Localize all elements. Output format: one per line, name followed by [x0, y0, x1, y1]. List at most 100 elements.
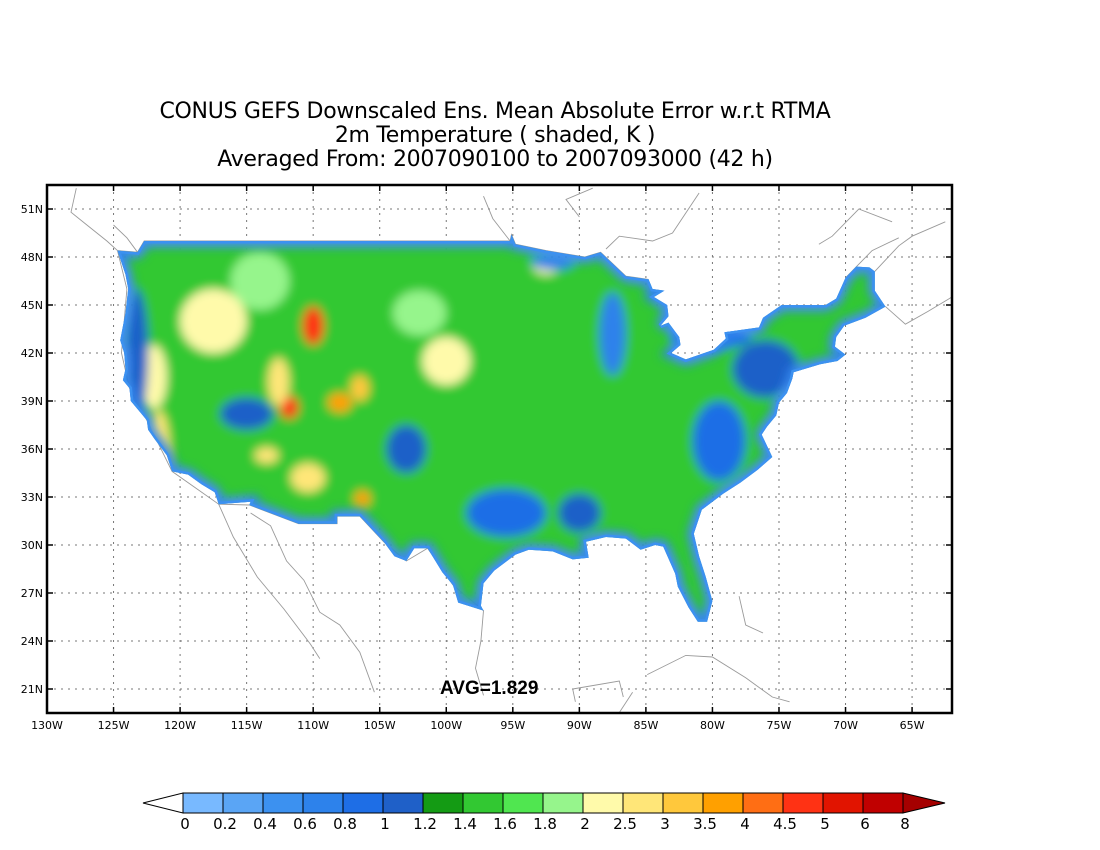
colorbar-swatch: [622, 792, 664, 814]
field-anomaly: [466, 489, 547, 537]
lon-tick-label: 95W: [500, 719, 525, 732]
colorbar-label: 3.5: [693, 815, 717, 833]
field-anomaly: [279, 396, 299, 419]
field-anomaly: [354, 490, 371, 507]
coastline: [885, 296, 952, 325]
field-anomaly: [327, 393, 352, 413]
field-anomaly: [180, 289, 247, 353]
lon-tick-label: 130W: [31, 719, 63, 732]
lon-tick-label: 110W: [297, 719, 329, 732]
coastline: [738, 596, 764, 634]
field-anomaly: [672, 325, 753, 349]
lat-tick-label: 45N: [21, 299, 43, 312]
coastline: [818, 208, 893, 245]
field-anomaly: [268, 357, 290, 406]
lat-tick-label: 21N: [21, 683, 43, 696]
lat-tick-label: 42N: [21, 347, 43, 360]
colorbar-swatch: [582, 792, 624, 814]
colorbar-label: 2: [580, 815, 590, 833]
colorbar-swatch: [382, 792, 424, 814]
colorbar-label: 4.5: [773, 815, 797, 833]
lat-tick-label: 30N: [21, 539, 43, 552]
field-anomaly: [302, 306, 324, 345]
map-period: Averaged From: 2007090100 to 2007093000 …: [217, 147, 773, 172]
colorbar-below-arrow: [142, 792, 184, 814]
colorbar-label: 2.5: [613, 815, 637, 833]
colorbar-swatch: [822, 792, 864, 814]
map-subtitle: 2m Temperature ( shaded, K ): [334, 123, 656, 148]
colorbar: 0 0.2 0.4 0.6 0.8 1 1.2 1.4 1.6 1.8 2 2.5 3 3.5 4 4.5 5 6…: [142, 792, 946, 833]
lat-tick-label: 48N: [21, 251, 43, 264]
colorbar-swatch: [542, 792, 584, 814]
lon-tick-label: 120W: [164, 719, 196, 732]
colorbar-above-arrow: [902, 792, 946, 814]
coastline: [565, 187, 593, 218]
error-field-shading: [117, 234, 886, 622]
colorbar-label: 3: [660, 815, 670, 833]
colorbar-label: 1: [380, 815, 390, 833]
lon-tick-label: 105W: [364, 719, 396, 732]
lat-tick-label: 33N: [21, 491, 43, 504]
colorbar-swatch: [502, 792, 544, 814]
title-block: CONUS GEFS Downscaled Ens. Mean Absolute…: [0, 100, 990, 172]
field-anomaly: [220, 397, 274, 430]
coastline: [113, 224, 138, 253]
colorbar-swatch: [862, 792, 904, 814]
colorbar-swatch: [782, 792, 824, 814]
coastline: [646, 654, 790, 703]
lat-tick-label: 36N: [21, 443, 43, 456]
lon-tick-label: 90W: [567, 719, 592, 732]
colorbar-label: 0.6: [293, 815, 317, 833]
colorbar-label: 1.2: [413, 815, 437, 833]
field-anomaly: [599, 292, 626, 376]
colorbar-swatch: [182, 792, 224, 814]
colorbar-label: 1.8: [533, 815, 557, 833]
colorbar-label: 5: [820, 815, 830, 833]
coastline: [483, 196, 511, 242]
colorbar-swatch: [662, 792, 704, 814]
colorbar-label: 0.4: [253, 815, 277, 833]
coastline: [874, 221, 946, 272]
colorbar-label: 1.4: [453, 815, 477, 833]
lat-tick-label: 24N: [21, 635, 43, 648]
colorbar-label: 8: [900, 815, 910, 833]
colorbar-label: 6: [860, 815, 870, 833]
field-anomaly: [422, 337, 471, 385]
field-anomaly: [558, 493, 601, 533]
colorbar-swatch: [302, 792, 344, 814]
coastline: [618, 691, 633, 713]
coastline: [218, 504, 321, 659]
colorbar-swatch: [702, 792, 744, 814]
colorbar-label: 4: [740, 815, 750, 833]
lon-tick-label: 80W: [700, 719, 725, 732]
colorbar-label: 0: [180, 815, 190, 833]
field-anomaly: [386, 425, 427, 473]
lat-tick-label: 27N: [21, 587, 43, 600]
lon-tick-label: 115W: [231, 719, 263, 732]
colorbar-swatch: [422, 792, 464, 814]
lon-tick-label: 70W: [833, 719, 858, 732]
map-title: CONUS GEFS Downscaled Ens. Mean Absolute…: [159, 99, 831, 124]
lon-tick-label: 85W: [633, 719, 658, 732]
field-anomaly: [254, 447, 279, 464]
colorbar-swatch: [342, 792, 384, 814]
lon-tick-label: 100W: [430, 719, 462, 732]
field-anomaly: [393, 290, 447, 336]
lon-tick-label: 125W: [98, 719, 130, 732]
coastline: [250, 512, 375, 693]
coastline: [70, 188, 118, 251]
coastline: [572, 680, 624, 698]
average-annotation: AVG=1.829: [440, 678, 538, 699]
colorbar-label: 0.2: [213, 815, 237, 833]
field-anomaly: [350, 375, 370, 402]
colorbar-swatch: [462, 792, 504, 814]
colorbar-label: 0.8: [333, 815, 357, 833]
coastline: [605, 192, 700, 250]
colorbar-swatch: [742, 792, 784, 814]
lat-tick-label: 51N: [21, 203, 43, 216]
field-anomaly: [290, 463, 326, 493]
lon-tick-label: 75W: [767, 719, 792, 732]
colorbar-swatch: [262, 792, 304, 814]
field-anomaly: [732, 340, 799, 398]
